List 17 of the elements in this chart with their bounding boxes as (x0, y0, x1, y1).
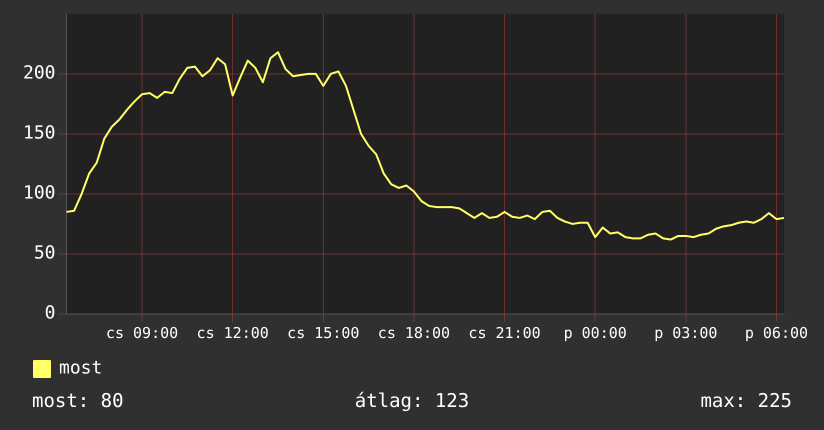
x-tick-label: cs 18:00 (378, 324, 450, 342)
text: most: 80 (32, 390, 124, 412)
y-tick-label: 150 (22, 122, 56, 144)
text: átlag: 123 (354, 390, 470, 412)
y-tick-label: 0 (44, 302, 56, 324)
y-tick-label: 200 (22, 62, 56, 84)
x-tick-label: cs 09:00 (106, 324, 178, 342)
text: max: 225 (700, 390, 792, 412)
x-tick-label: cs 15:00 (287, 324, 360, 342)
x-tick-label: p 06:00 (744, 324, 808, 342)
x-tick-label: cs 21:00 (468, 324, 541, 342)
y-tick-label: 50 (34, 242, 56, 264)
x-tick-label: p 00:00 (564, 324, 627, 342)
x-tick-label: p 03:00 (654, 324, 718, 342)
legend-label: most (59, 358, 102, 379)
x-tick-label: cs 12:00 (196, 324, 269, 342)
y-tick-label: 100 (22, 182, 56, 204)
